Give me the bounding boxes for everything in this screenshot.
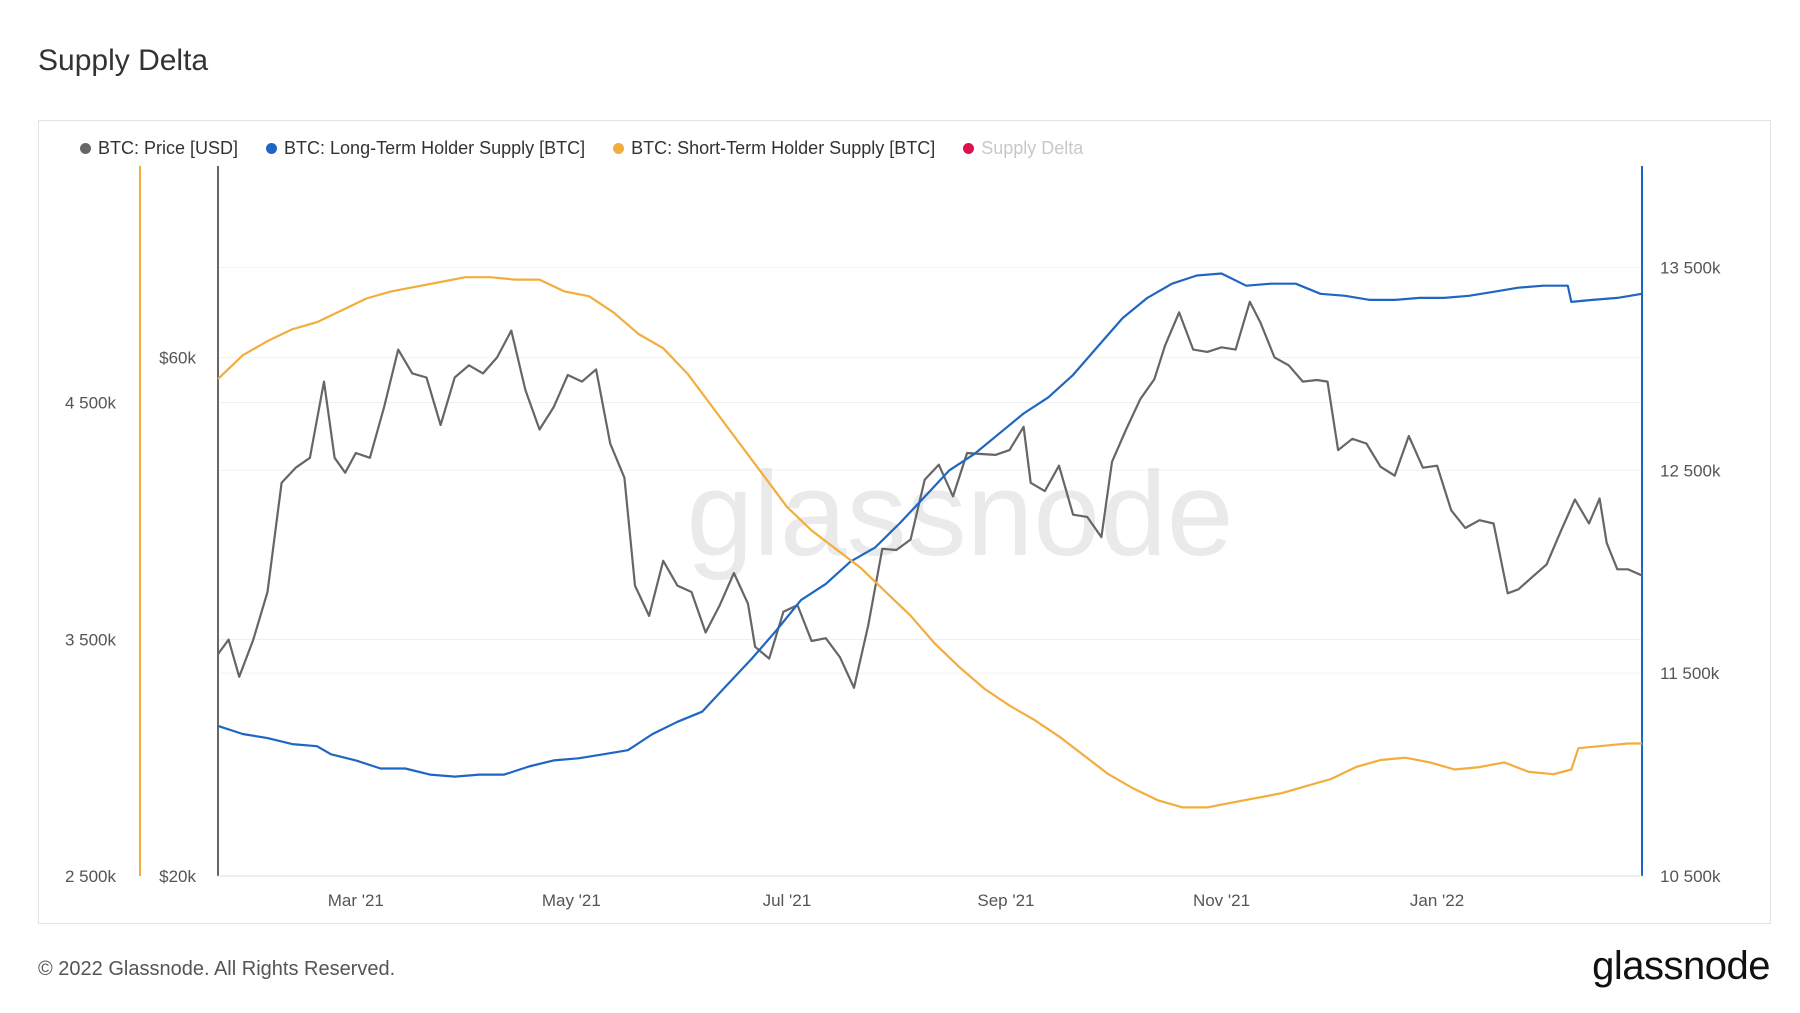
chart-legend: BTC: Price [USD] BTC: Long-Term Holder S…	[80, 138, 1111, 159]
legend-item-price[interactable]: BTC: Price [USD]	[80, 138, 238, 159]
glassnode-logo: glassnode	[1592, 944, 1770, 988]
short-term-supply-series-line	[217, 276, 1642, 809]
x-tick-label: Jan '22	[1410, 891, 1464, 910]
price-series-line	[217, 300, 1643, 689]
y-tick-label-long-term-supply: 12 500k	[1660, 461, 1721, 480]
y-tick-label-short-term-supply: 2 500k	[65, 867, 117, 886]
watermark: glassnode	[686, 447, 1233, 581]
legend-label: BTC: Long-Term Holder Supply [BTC]	[284, 138, 586, 158]
legend-dot-icon	[266, 143, 278, 154]
legend-item-short-term-supply[interactable]: BTC: Short-Term Holder Supply [BTC]	[613, 138, 935, 159]
y-tick-label-long-term-supply: 13 500k	[1660, 258, 1721, 277]
legend-item-supply-delta[interactable]: Supply Delta	[963, 138, 1083, 159]
y-tick-label-long-term-supply: 10 500k	[1660, 867, 1721, 886]
x-tick-label: Sep '21	[977, 891, 1034, 910]
x-tick-label: May '21	[542, 891, 601, 910]
legend-label: BTC: Short-Term Holder Supply [BTC]	[631, 138, 936, 158]
legend-dot-icon	[80, 143, 91, 154]
legend-item-long-term-supply[interactable]: BTC: Long-Term Holder Supply [BTC]	[266, 138, 585, 159]
page-title: Supply Delta	[38, 44, 209, 77]
chart-frame	[38, 120, 1771, 924]
y-tick-label-short-term-supply: 4 500k	[65, 394, 117, 413]
copyright-text: © 2022 Glassnode. All Rights Reserved.	[38, 958, 396, 980]
legend-dot-icon	[963, 143, 975, 154]
legend-dot-icon	[613, 143, 625, 154]
legend-label: BTC: Price [USD]	[98, 138, 239, 158]
x-tick-label: Jul '21	[763, 891, 812, 910]
y-tick-label-price: $20k	[159, 867, 196, 886]
x-tick-label: Mar '21	[328, 891, 384, 910]
y-tick-label-price: $60k	[159, 348, 196, 367]
y-tick-label-long-term-supply: 11 500k	[1660, 664, 1720, 683]
y-tick-label-short-term-supply: 3 500k	[65, 630, 117, 649]
x-tick-label: Nov '21	[1193, 891, 1250, 910]
long-term-supply-series-line	[217, 272, 1643, 778]
legend-label: Supply Delta	[981, 138, 1084, 158]
